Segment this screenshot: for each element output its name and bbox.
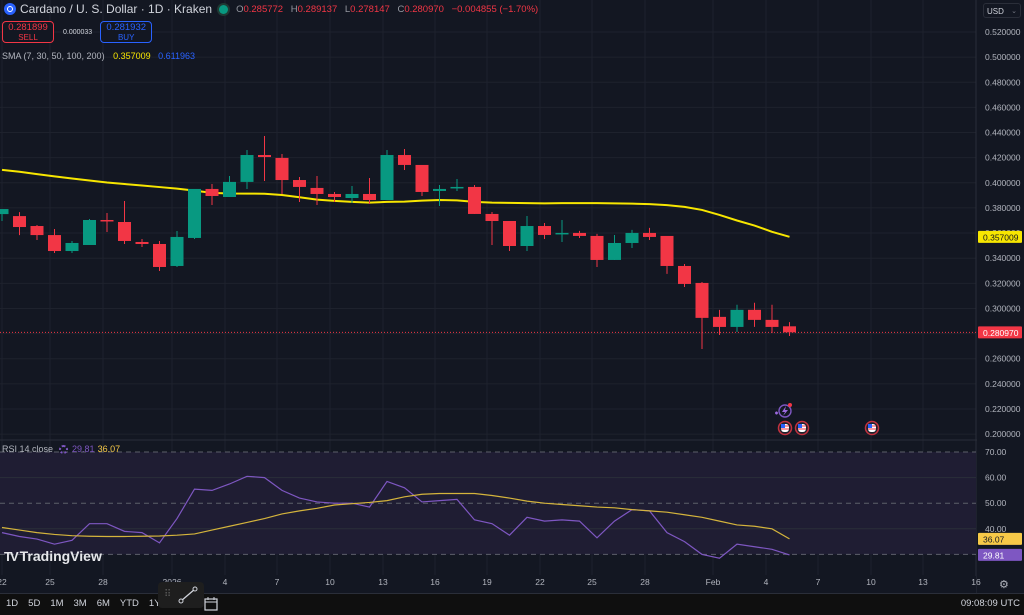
range-button-1y[interactable]: 1Y (148, 598, 161, 609)
svg-text:0.200000: 0.200000 (985, 429, 1021, 439)
drawing-toolbar[interactable]: ⠿ (158, 582, 204, 608)
svg-text:50.00: 50.00 (985, 498, 1007, 508)
sma-legend[interactable]: SMA (7, 30, 50, 100, 200) 0.357009 0.611… (2, 51, 195, 61)
svg-text:16: 16 (430, 577, 440, 587)
svg-text:7: 7 (816, 577, 821, 587)
svg-text:25: 25 (45, 577, 55, 587)
svg-text:40.00: 40.00 (985, 524, 1007, 534)
lightning-event-icon[interactable] (775, 403, 792, 418)
spread-value: 0.000033 (63, 28, 93, 36)
svg-text:70.00: 70.00 (985, 447, 1007, 457)
tradingview-logo-icon: TV (4, 548, 19, 564)
market-open-status-icon (219, 4, 229, 14)
svg-text:28: 28 (640, 577, 650, 587)
svg-text:0.357009: 0.357009 (983, 232, 1019, 242)
svg-text:7: 7 (275, 577, 280, 587)
sma-value-1: 0.357009 (113, 51, 151, 61)
tradingview-watermark: TV TradingView (4, 548, 102, 564)
svg-text:10: 10 (325, 577, 335, 587)
svg-text:13: 13 (918, 577, 928, 587)
svg-text:19: 19 (482, 577, 492, 587)
svg-text:0.380000: 0.380000 (985, 203, 1021, 213)
go-to-date-calendar-icon[interactable] (203, 596, 219, 612)
us-flag-economic-event-icon[interactable] (864, 420, 880, 436)
sma-line (1, 168, 790, 238)
symbol-title[interactable]: Cardano / U. S. Dollar · 1D · Kraken (20, 2, 213, 16)
loading-spinner-icon (59, 444, 69, 454)
svg-text:0.480000: 0.480000 (985, 77, 1021, 87)
range-button-6m[interactable]: 6M (96, 598, 110, 609)
range-button-ytd[interactable]: YTD (119, 598, 139, 609)
range-button-3m[interactable]: 3M (73, 598, 87, 609)
svg-text:0.460000: 0.460000 (985, 102, 1021, 112)
svg-text:13: 13 (378, 577, 388, 587)
trend-line-tool-icon[interactable] (178, 586, 198, 604)
rsi-value: 29.81 (72, 444, 95, 454)
us-flag-economic-event-icon[interactable] (794, 420, 810, 436)
high-value: 0.289137 (297, 3, 338, 15)
svg-text:16: 16 (971, 577, 981, 587)
buy-button[interactable]: 0.281932 BUY (100, 21, 153, 43)
svg-text:0.280970: 0.280970 (983, 328, 1019, 338)
low-value: 0.278147 (350, 3, 390, 15)
svg-text:60.00: 60.00 (985, 473, 1007, 483)
cardano-logo-icon (4, 3, 16, 15)
svg-text:25: 25 (587, 577, 597, 587)
trade-panel: 0.281899 SELL 0.000033 0.281932 BUY (2, 21, 153, 43)
change-value: −0.004855 (−1.70%) (451, 3, 539, 15)
sma-value-2: 0.611963 (158, 51, 196, 61)
event-markers[interactable] (775, 403, 880, 436)
svg-text:0.520000: 0.520000 (985, 27, 1021, 37)
symbol-header: Cardano / U. S. Dollar · 1D · Kraken O0.… (4, 2, 543, 16)
svg-text:0.240000: 0.240000 (985, 379, 1021, 389)
svg-text:29.81: 29.81 (983, 550, 1005, 560)
svg-text:4: 4 (764, 577, 769, 587)
currency-selector[interactable]: USD ⌄ (983, 3, 1021, 18)
ohlc-values: O0.285772 H0.289137 L0.278147 C0.280970 … (236, 3, 539, 15)
rsi-pane[interactable] (0, 451, 976, 559)
rsi-label: RSI 14 close (2, 444, 54, 454)
svg-text:28: 28 (98, 577, 108, 587)
settings-gear-icon[interactable]: ⚙ (999, 579, 1009, 591)
chevron-down-icon: ⌄ (1011, 8, 1017, 15)
time-axis[interactable]: 22252820264710131619222528Feb47101316 (0, 576, 981, 593)
svg-text:Feb: Feb (706, 577, 721, 587)
svg-text:0.340000: 0.340000 (985, 253, 1021, 263)
rsi-legend[interactable]: RSI 14 close 29.81 36.07 (2, 444, 120, 454)
range-button-1m[interactable]: 1M (50, 598, 64, 609)
close-value: 0.280970 (404, 3, 444, 15)
sma-label: SMA (7, 30, 50, 100, 200) (2, 51, 105, 61)
price-axis[interactable]: 0.520000 0.500000 0.480000 0.460000 0.440000… (977, 0, 1024, 593)
svg-text:0.220000: 0.220000 (985, 404, 1021, 414)
svg-text:36.07: 36.07 (983, 534, 1005, 544)
svg-text:22: 22 (0, 577, 7, 587)
svg-text:0.420000: 0.420000 (985, 153, 1021, 163)
svg-text:0.440000: 0.440000 (985, 128, 1021, 138)
svg-text:0.320000: 0.320000 (985, 278, 1021, 288)
svg-text:0.260000: 0.260000 (985, 354, 1021, 364)
range-button-1d[interactable]: 1D (6, 598, 19, 609)
svg-text:4: 4 (223, 577, 228, 587)
svg-text:0.300000: 0.300000 (985, 303, 1021, 313)
bottom-toolbar: 1D5D1M3M6MYTD1Y5YAll 09:08:09 UTC (0, 593, 1024, 615)
rsi-ma-value: 36.07 (97, 444, 121, 454)
open-value: 0.285772 (243, 3, 284, 15)
drag-handle-icon[interactable]: ⠿ (164, 589, 172, 600)
svg-text:0.500000: 0.500000 (985, 52, 1021, 62)
range-button-5d[interactable]: 5D (28, 598, 41, 609)
us-flag-economic-event-icon[interactable] (777, 420, 793, 436)
utc-clock[interactable]: 09:08:09 UTC (960, 598, 1020, 609)
sell-button[interactable]: 0.281899 SELL (2, 21, 54, 43)
candlestick-series (0, 136, 796, 350)
svg-text:22: 22 (535, 577, 545, 587)
svg-text:10: 10 (866, 577, 876, 587)
svg-text:0.400000: 0.400000 (985, 178, 1021, 188)
